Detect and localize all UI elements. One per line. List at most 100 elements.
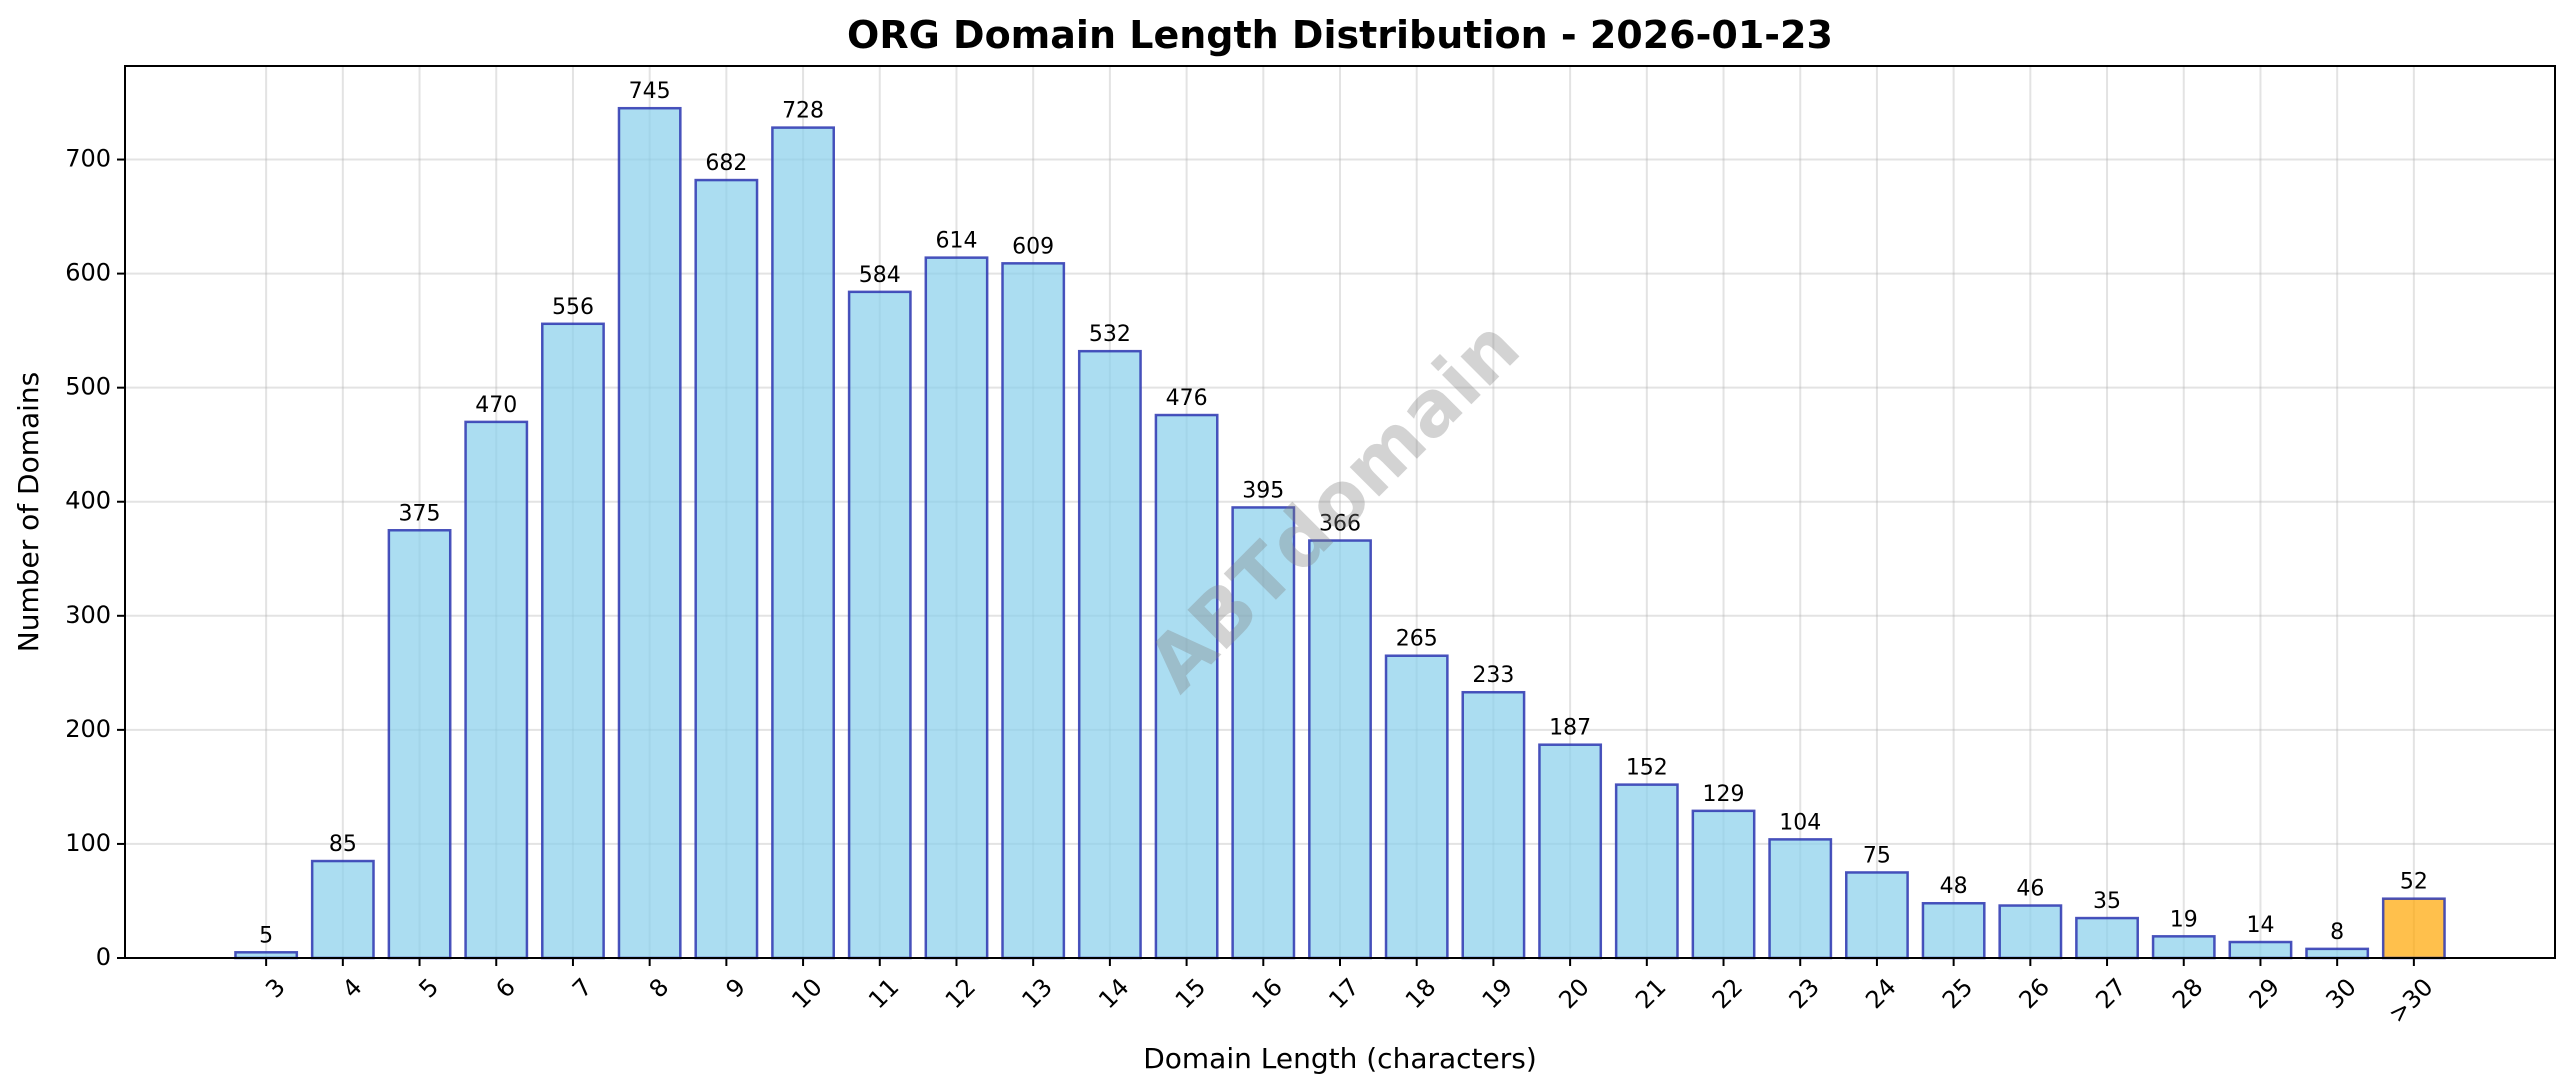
x-tick-label: 11	[863, 973, 904, 1014]
y-tick-label: 300	[65, 601, 111, 629]
bar-5	[387, 529, 452, 960]
bar-30	[2305, 947, 2370, 960]
bar-9	[694, 178, 759, 960]
y-tick-label: 700	[65, 145, 111, 173]
data-label: 375	[399, 501, 441, 526]
data-label: 48	[1940, 874, 1968, 899]
y-tick-label: 500	[65, 373, 111, 401]
data-label: 5	[259, 923, 273, 948]
x-tick-label: 23	[1784, 973, 1825, 1014]
x-tick-label: 13	[1016, 973, 1057, 1014]
bar-14	[1077, 349, 1142, 960]
bar-7	[541, 322, 605, 960]
bar-29	[2228, 940, 2293, 960]
x-tick-label: 10	[786, 973, 827, 1014]
data-label: 8	[2330, 920, 2344, 945]
data-label: 19	[2170, 907, 2198, 932]
bar-20	[1538, 743, 1603, 960]
y-tick-label: 600	[65, 259, 111, 287]
bar-28	[2151, 935, 2216, 960]
bar-18	[1384, 654, 1449, 960]
bar-11	[847, 290, 912, 960]
bars	[234, 106, 2446, 960]
bar-17	[1308, 539, 1372, 960]
x-tick-label: 28	[2167, 973, 2208, 1014]
data-label: 728	[782, 99, 824, 124]
x-tick-label: 27	[2090, 973, 2131, 1014]
y-tick-label: 100	[65, 829, 111, 857]
data-label: 556	[552, 295, 594, 320]
y-axis-label: Number of Domains	[12, 372, 45, 653]
x-tick-label: 16	[1247, 973, 1288, 1014]
data-labels: 5 85 375 470 556 745 682 728 584 614 609 532 476 395 3…	[259, 79, 2428, 948]
x-tick-label: 22	[1707, 973, 1748, 1014]
data-label: 85	[329, 832, 357, 857]
data-label: 265	[1396, 627, 1438, 652]
x-tick-label: 20	[1553, 973, 1594, 1014]
x-tick-label: 8	[644, 973, 675, 1004]
data-label: 104	[1779, 810, 1821, 835]
data-label: 395	[1242, 478, 1284, 503]
x-tick-label: >30	[2383, 973, 2439, 1029]
data-label: 745	[629, 79, 671, 104]
bar-27	[2075, 916, 2139, 960]
y-tick-label: 0	[96, 943, 111, 971]
data-label: 532	[1089, 322, 1131, 347]
x-tick-label: 15	[1170, 973, 1211, 1014]
x-tick-label: 3	[260, 973, 291, 1004]
bar-21	[1614, 783, 1679, 960]
data-label: 682	[705, 151, 747, 176]
data-label: 75	[1863, 843, 1891, 868]
bar-10	[771, 126, 835, 960]
bar-12	[924, 256, 989, 960]
bar-13	[1001, 262, 1066, 960]
x-tick-label: 30	[2320, 973, 2361, 1014]
x-tick-label: 24	[1860, 973, 1901, 1014]
x-tick-label: 21	[1630, 973, 1671, 1014]
data-label: 187	[1549, 716, 1591, 741]
x-axis: 3 4 5 6 7 8 9 10 11 12 13 14 15 16 17 18 19 20 21 22 23 24 25 2…	[260, 958, 2439, 1029]
x-tick-label: 18	[1400, 973, 1441, 1014]
data-label: 609	[1012, 234, 1054, 259]
chart-title: ORG Domain Length Distribution - 2026-01…	[847, 13, 1833, 57]
data-label: 476	[1166, 386, 1208, 411]
data-label: 366	[1319, 512, 1361, 537]
x-tick-label: 19	[1477, 973, 1518, 1014]
x-tick-label: 7	[567, 973, 598, 1004]
bar-6	[464, 420, 529, 960]
data-label: 470	[475, 393, 517, 418]
bar-4	[310, 859, 375, 960]
data-label: 46	[2016, 877, 2044, 902]
x-tick-label: 4	[337, 973, 368, 1004]
x-axis-label: Domain Length (characters)	[1143, 1042, 1537, 1075]
x-tick-label: 17	[1323, 973, 1364, 1014]
x-tick-label: 14	[1093, 973, 1134, 1014]
bar-15	[1154, 413, 1219, 960]
bar-23	[1768, 838, 1833, 960]
y-tick-label: 400	[65, 487, 111, 515]
bar-26	[1998, 904, 2063, 960]
x-tick-label: 26	[2014, 973, 2055, 1014]
x-tick-label: 5	[414, 973, 445, 1004]
x-tick-label: 29	[2244, 973, 2285, 1014]
x-tick-label: 12	[940, 973, 981, 1014]
y-tick-label: 200	[65, 715, 111, 743]
data-label: 614	[935, 229, 977, 254]
bar-19	[1461, 690, 1526, 960]
y-axis: 0 100 200 300 400 500 600 700	[65, 145, 125, 971]
bar-25	[1921, 901, 1986, 960]
bar->30	[2381, 897, 2446, 960]
bar-24	[1845, 871, 1909, 960]
x-tick-label: 9	[720, 973, 751, 1004]
x-tick-label: 25	[1937, 973, 1978, 1014]
data-label: 35	[2093, 889, 2121, 914]
data-label: 129	[1703, 782, 1745, 807]
data-label: 152	[1626, 756, 1668, 781]
data-label: 233	[1472, 663, 1514, 688]
data-label: 14	[2246, 913, 2274, 938]
data-label: 584	[859, 263, 901, 288]
data-label: 52	[2400, 870, 2428, 895]
bar-22	[1691, 809, 1756, 960]
x-tick-label: 6	[490, 973, 521, 1004]
